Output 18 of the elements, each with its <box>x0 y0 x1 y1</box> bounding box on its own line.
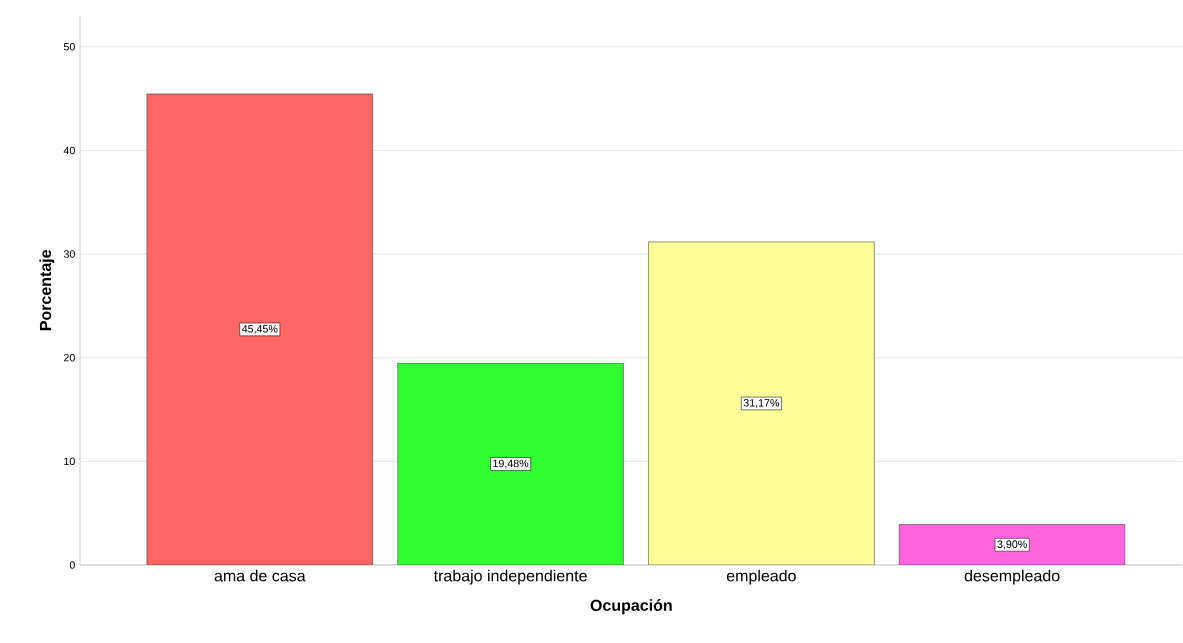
y-tick-label: 40 <box>63 146 75 155</box>
bar <box>898 524 1126 565</box>
y-tick-label: 10 <box>64 457 75 466</box>
x-tick-label: ama de casa <box>214 569 306 582</box>
x-tick-label: empleado <box>726 569 796 585</box>
x-axis-title: Ocupación <box>590 599 672 615</box>
data-label: 3,90% <box>997 540 1027 550</box>
data-label: 45,45% <box>241 325 278 334</box>
data-label: 19,48% <box>493 459 529 469</box>
bar <box>648 241 875 565</box>
x-tick-label: desempleado <box>964 569 1060 585</box>
x-tick-label: trabajo independiente <box>433 569 587 585</box>
y-tick-label: 30 <box>63 250 75 258</box>
y-axis-title: Porcentaje <box>39 249 55 331</box>
data-label: 31,17% <box>743 399 780 408</box>
y-tick-label: 20 <box>63 353 75 362</box>
y-tick-label: 0 <box>69 561 75 569</box>
y-tick-label: 50 <box>63 42 75 51</box>
